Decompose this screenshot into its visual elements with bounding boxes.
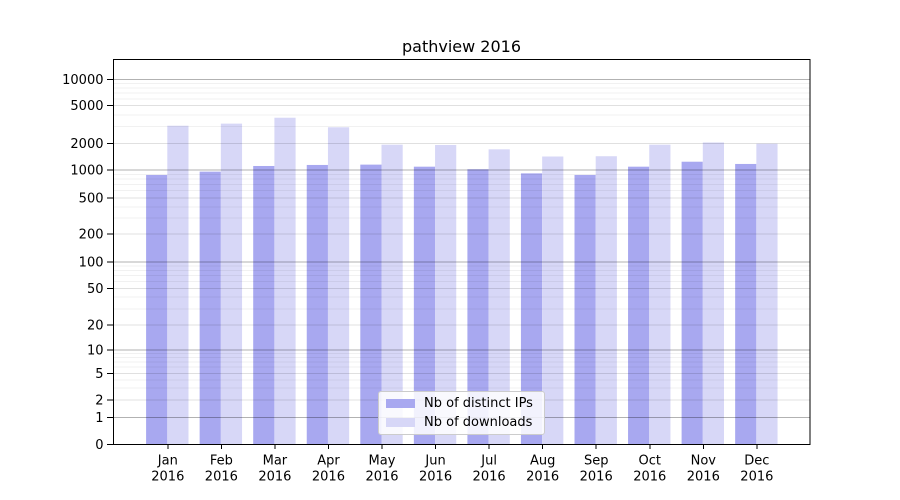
y-tick-label: 10000 (62, 73, 103, 88)
legend-item: Nb of distinct IPs (386, 396, 538, 411)
x-tick-label-month: Nov (691, 454, 717, 469)
x-tick-label-year: 2016 (419, 470, 452, 485)
chart-title: pathview 2016 (402, 37, 521, 56)
bar-distinct-ips (146, 174, 168, 445)
bar-downloads (595, 156, 617, 445)
x-tick-label-year: 2016 (740, 470, 773, 485)
x-tick-label-month: Mar (263, 454, 288, 469)
y-tick-label: 5 (95, 367, 103, 382)
bar-distinct-ips (681, 161, 703, 445)
bars-layer (146, 117, 778, 445)
bar-downloads (220, 123, 243, 445)
plot-border (113, 59, 811, 445)
bar-distinct-ips (628, 166, 650, 445)
legend-label-downloads: Nb of downloads (424, 415, 533, 430)
bar-downloads (756, 143, 778, 445)
x-tick-label-month: Oct (639, 454, 661, 469)
y-tick-label: 2000 (70, 137, 103, 152)
grid-layer (113, 78, 810, 418)
x-tick-label-month: Jan (157, 454, 178, 469)
y-tick-label: 5000 (70, 99, 103, 114)
y-tick-label: 0 (95, 438, 103, 453)
bar-downloads (488, 149, 510, 445)
legend-label-distinct-ips: Nb of distinct IPs (424, 396, 533, 411)
bar-downloads (435, 144, 457, 445)
y-tick-label: 100 (79, 256, 104, 271)
x-tick-label-month: Feb (210, 454, 233, 469)
x-tick-label-year: 2016 (526, 470, 559, 485)
bar-downloads (167, 125, 189, 445)
x-tick-label-year: 2016 (312, 470, 345, 485)
x-tick-label-month: Apr (317, 454, 340, 469)
x-tick-label-month: Jun (424, 454, 445, 469)
x-tick-label-month: May (369, 454, 396, 469)
x-tick-label-month: Sep (584, 454, 609, 469)
y-tick-label: 500 (79, 192, 104, 207)
x-tick-label-month: Jul (480, 454, 497, 469)
legend-item: Nb of downloads (386, 415, 538, 430)
bar-distinct-ips (467, 169, 489, 445)
bar-downloads (274, 117, 296, 445)
y-tick-label: 1 (95, 411, 103, 426)
bar-downloads (542, 156, 564, 445)
x-tick-label-year: 2016 (580, 470, 613, 485)
x-tick-label-year: 2016 (473, 470, 506, 485)
bar-downloads (327, 127, 350, 445)
x-tick-label-month: Dec (744, 454, 769, 469)
legend-swatch-distinct-ips (386, 399, 415, 408)
bar-distinct-ips (306, 164, 328, 445)
bar-downloads (381, 144, 403, 445)
legend-swatch-downloads (386, 418, 415, 427)
x-tick-label-year: 2016 (205, 470, 238, 485)
legend: Nb of distinct IPs Nb of downloads (378, 391, 545, 435)
y-tick-label: 2 (95, 394, 103, 409)
y-tick-label: 200 (79, 228, 104, 243)
y-tick-label: 10 (87, 343, 104, 358)
bar-distinct-ips (199, 171, 221, 445)
x-tick-label-month: Aug (530, 454, 555, 469)
x-tick-label-year: 2016 (258, 470, 291, 485)
x-tick-label-year: 2016 (633, 470, 666, 485)
x-tick-label-year: 2016 (365, 470, 398, 485)
axes-layer (107, 59, 811, 449)
bar-downloads (702, 142, 724, 445)
labels-layer: 012510205010020050010002000500010000Jan2… (62, 73, 773, 485)
bar-distinct-ips (253, 165, 275, 445)
bar-distinct-ips (413, 166, 436, 445)
bar-distinct-ips (360, 164, 382, 445)
bar-distinct-ips (520, 173, 543, 445)
y-tick-label: 20 (87, 319, 104, 334)
y-tick-label: 1000 (70, 164, 103, 179)
bar-distinct-ips (574, 174, 596, 445)
bar-downloads (649, 144, 671, 445)
x-tick-label-year: 2016 (687, 470, 720, 485)
bar-distinct-ips (735, 163, 757, 445)
x-tick-label-year: 2016 (151, 470, 184, 485)
y-tick-label: 50 (87, 282, 104, 297)
